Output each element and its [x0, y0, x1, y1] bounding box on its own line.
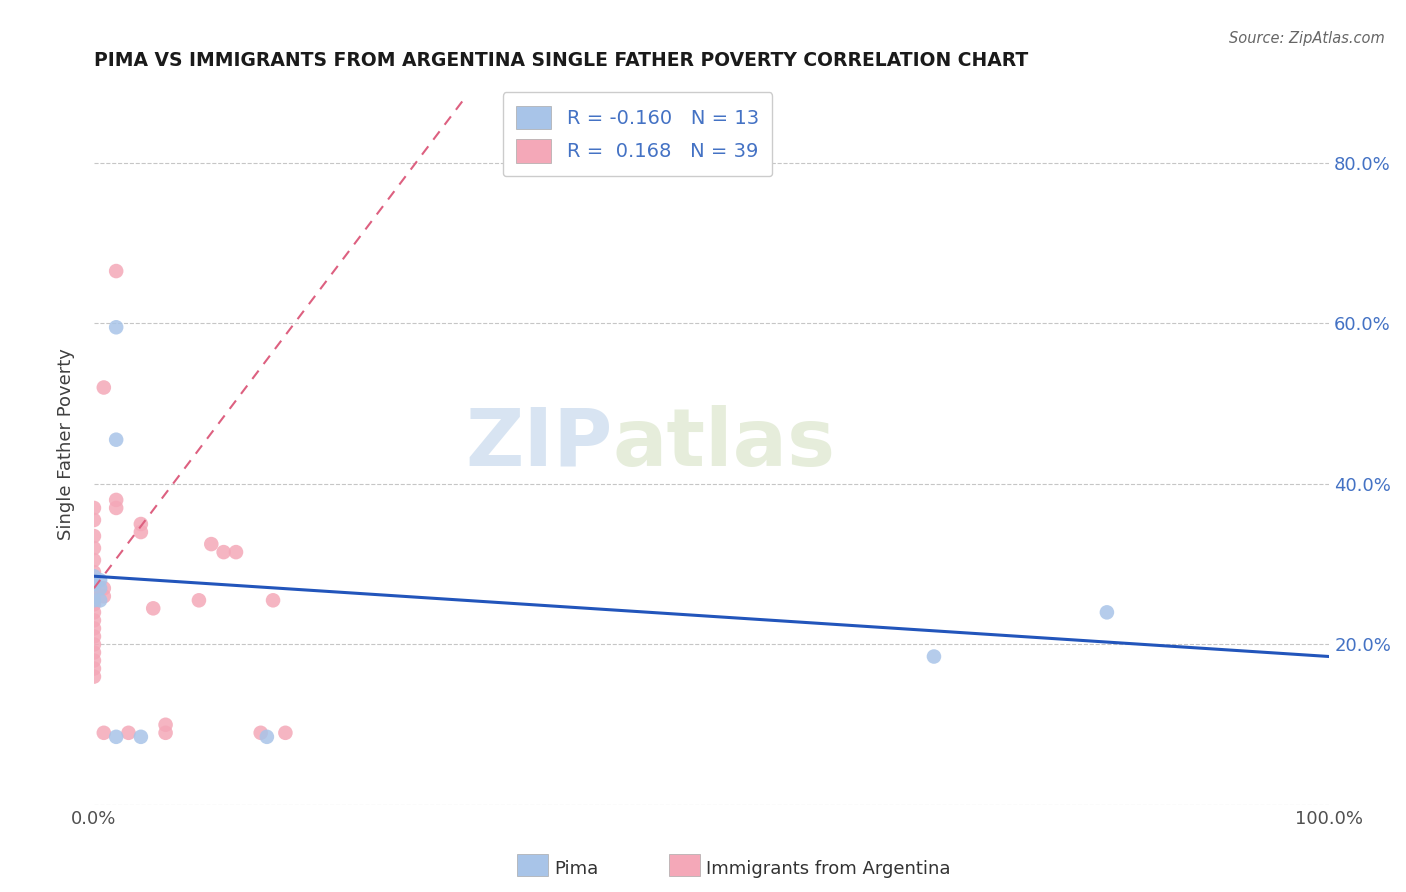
- Point: [83, 638, 105, 652]
- Text: atlas: atlas: [613, 405, 837, 483]
- Point: [83, 593, 105, 607]
- Point: [105, 500, 128, 515]
- Point: [83, 670, 105, 684]
- Point: [93, 581, 115, 595]
- Point: [117, 726, 139, 740]
- Point: [200, 537, 222, 551]
- Point: [274, 726, 297, 740]
- Point: [129, 730, 152, 744]
- Point: [129, 516, 152, 531]
- Point: [83, 646, 105, 660]
- Point: [89, 581, 111, 595]
- Point: [83, 654, 105, 668]
- Point: [142, 601, 165, 615]
- Text: Source: ZipAtlas.com: Source: ZipAtlas.com: [1229, 31, 1385, 46]
- Point: [83, 605, 105, 619]
- Text: Pima: Pima: [554, 860, 598, 878]
- Legend: R = -0.160   N = 13, R =  0.168   N = 39: R = -0.160 N = 13, R = 0.168 N = 39: [502, 92, 772, 177]
- Point: [89, 593, 111, 607]
- Point: [93, 726, 115, 740]
- Point: [155, 726, 177, 740]
- Point: [105, 730, 128, 744]
- Point: [212, 545, 235, 559]
- Point: [249, 726, 271, 740]
- Point: [83, 569, 105, 583]
- Point: [129, 524, 152, 539]
- Point: [83, 662, 105, 676]
- Point: [105, 264, 128, 278]
- Point: [83, 565, 105, 579]
- Point: [83, 597, 105, 611]
- Point: [93, 589, 115, 603]
- Point: [105, 320, 128, 334]
- Point: [93, 380, 115, 394]
- Point: [262, 593, 284, 607]
- Y-axis label: Single Father Poverty: Single Father Poverty: [58, 348, 75, 540]
- Point: [83, 621, 105, 635]
- Point: [83, 573, 105, 587]
- Point: [83, 581, 105, 595]
- Point: [155, 718, 177, 732]
- Point: [89, 573, 111, 587]
- Point: [83, 577, 105, 591]
- Text: PIMA VS IMMIGRANTS FROM ARGENTINA SINGLE FATHER POVERTY CORRELATION CHART: PIMA VS IMMIGRANTS FROM ARGENTINA SINGLE…: [94, 51, 1028, 70]
- Point: [1095, 605, 1118, 619]
- Point: [922, 649, 945, 664]
- Text: Immigrants from Argentina: Immigrants from Argentina: [706, 860, 950, 878]
- Point: [83, 513, 105, 527]
- Point: [83, 500, 105, 515]
- Point: [225, 545, 247, 559]
- Point: [105, 433, 128, 447]
- Point: [187, 593, 209, 607]
- Point: [83, 629, 105, 643]
- Point: [83, 541, 105, 555]
- Point: [256, 730, 278, 744]
- Point: [83, 553, 105, 567]
- Text: ZIP: ZIP: [465, 405, 613, 483]
- Point: [105, 492, 128, 507]
- Point: [83, 529, 105, 543]
- Point: [83, 589, 105, 603]
- Point: [83, 613, 105, 627]
